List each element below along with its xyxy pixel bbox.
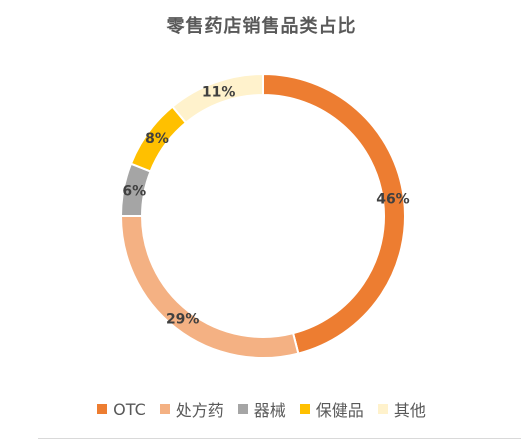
legend-item-1: OTC (97, 400, 146, 419)
slice-label-4: 8% (145, 131, 169, 147)
chart-legend: OTC 处方药 器械 保健品 其他 (0, 397, 523, 421)
slice-label-3: 6% (122, 183, 146, 199)
legend-item-3: 器械 (237, 397, 286, 421)
legend-label-3: 器械 (253, 401, 286, 420)
legend-swatch-1 (97, 404, 108, 414)
legend-item-5: 其他 (377, 397, 426, 421)
chart-title: 零售药店销售品类占比 (166, 16, 357, 37)
legend-item-4: 保健品 (299, 397, 364, 421)
legend-label-2: 处方药 (175, 401, 224, 420)
slice-2 (119, 215, 300, 359)
legend-swatch-3 (237, 404, 248, 414)
slice-1 (262, 72, 406, 355)
chart-frame (38, 0, 521, 439)
donut-chart: 46% 29% 6% 8% 11% (119, 72, 410, 359)
slice-label-2: 29% (166, 312, 200, 328)
legend-swatch-2 (159, 404, 170, 414)
legend-label-5: 其他 (393, 401, 426, 420)
legend-swatch-4 (299, 404, 310, 414)
legend-swatch-5 (377, 404, 388, 414)
slice-label-5: 11% (202, 85, 236, 101)
slice-5 (171, 72, 264, 125)
slice-label-1: 46% (376, 192, 410, 208)
legend-item-2: 处方药 (159, 397, 224, 421)
legend-label-1: OTC (113, 399, 146, 419)
legend-label-4: 保健品 (315, 401, 364, 420)
